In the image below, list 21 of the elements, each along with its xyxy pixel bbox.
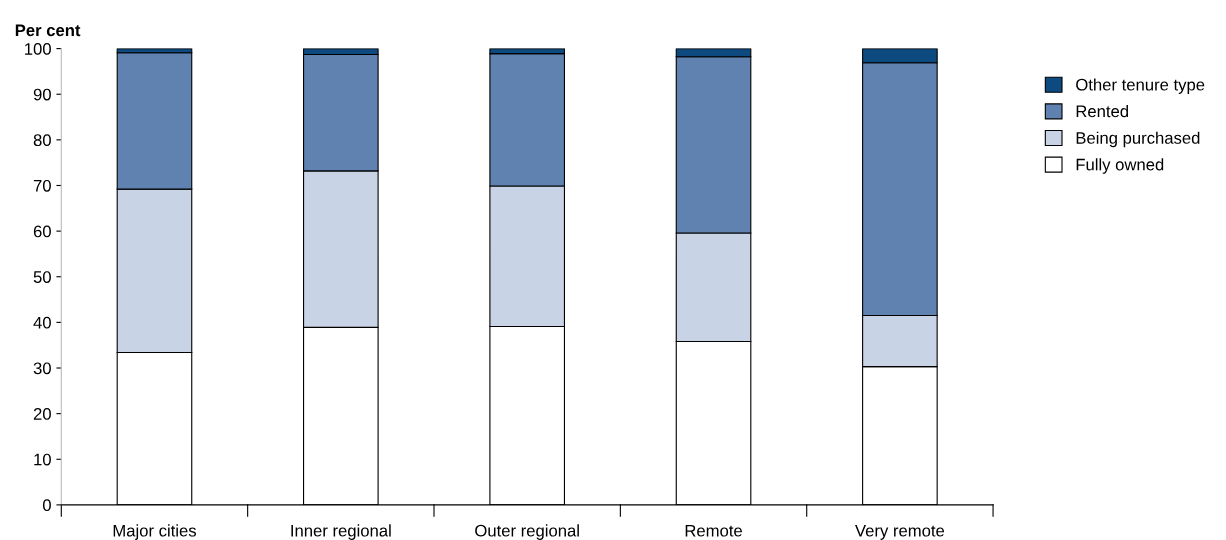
x-tick-label: Outer regional (475, 524, 579, 540)
legend-label: Rented (1076, 105, 1128, 118)
y-axis-title: Per cent (15, 24, 81, 37)
y-tick-label: 90 (33, 88, 51, 101)
y-tick-label: 20 (33, 408, 51, 420)
y-tick-label: 30 (33, 362, 51, 375)
y-tick-label: 40 (33, 316, 51, 329)
y-tick-label: 70 (33, 179, 51, 192)
y-tick-label: 100 (25, 43, 51, 55)
y-tick-label: 80 (33, 134, 51, 147)
y-tick-label: 0 (42, 499, 51, 512)
y-tick-label: 10 (34, 453, 51, 466)
y-tick-label: 60 (33, 225, 51, 238)
x-tick-label: Major cities (113, 524, 197, 540)
legend-label: Other tenure type (1076, 78, 1205, 94)
legend-label: Fully owned (1076, 158, 1164, 174)
x-tick-label: Inner regional (291, 524, 391, 540)
x-tick-label: Very remote (855, 524, 945, 540)
x-tick-label: Remote (685, 524, 742, 537)
legend-label: Being purchased (1076, 131, 1200, 148)
y-tick-label: 50 (33, 271, 51, 283)
